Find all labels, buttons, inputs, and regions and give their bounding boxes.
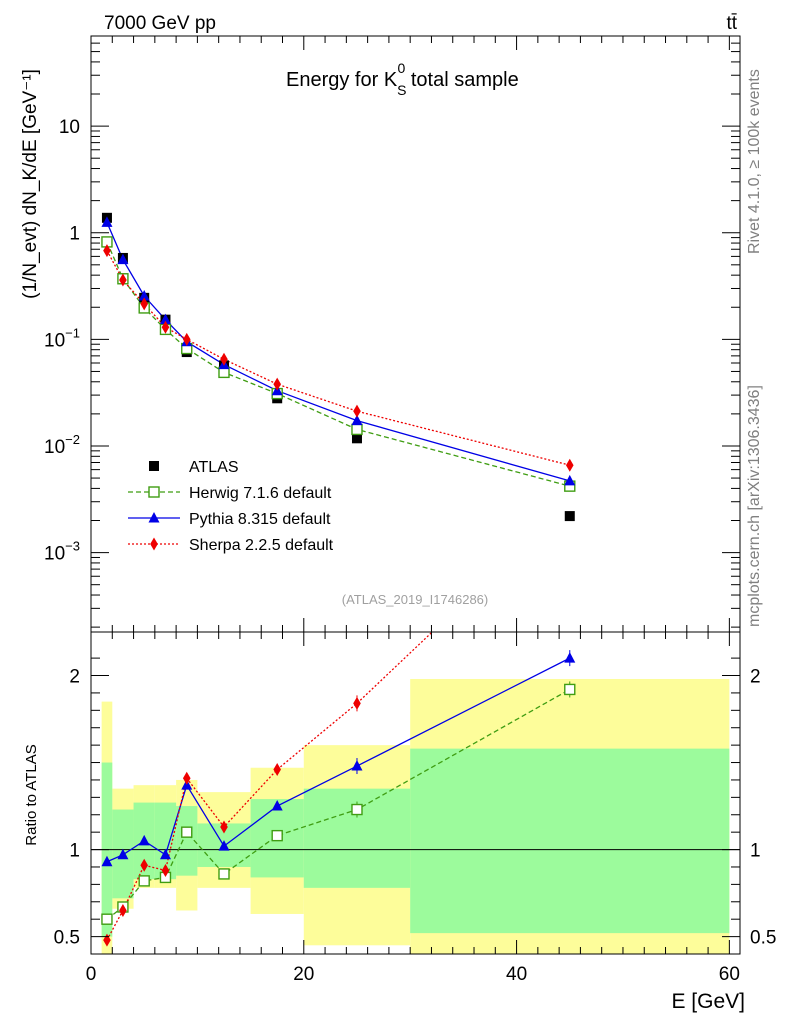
y-axis-title: (1/N_evt) dN_K/dE [GeV⁻¹] — [20, 69, 41, 299]
marker-sherpa — [103, 244, 111, 258]
marker-herwig — [351, 423, 363, 436]
x-tick-label: 0 — [86, 964, 97, 985]
marker-pythia — [101, 855, 113, 867]
plot-title-main: Energy for K — [286, 69, 398, 91]
marker-pythia — [271, 800, 283, 811]
marker-atlas — [564, 511, 575, 522]
marker-pythia — [138, 834, 150, 846]
marker-herwig — [181, 826, 193, 838]
marker-sherpa — [220, 820, 228, 834]
plot-title-sup: 0 — [398, 60, 406, 76]
ratio-tick-label-right: 2 — [750, 667, 761, 688]
marker-sherpa — [182, 332, 191, 346]
marker-sherpa — [565, 458, 574, 472]
marker-sherpa — [161, 320, 170, 334]
y-tick-label: 10 — [59, 117, 80, 138]
line-pythia — [106, 222, 570, 482]
marker-sherpa — [220, 352, 228, 366]
data-points — [101, 212, 576, 947]
process-label: tt̄ — [726, 13, 737, 34]
marker-sherpa — [273, 763, 281, 777]
mcplots-label: mcplots.cern.ch [arXiv:1306.3436] — [746, 385, 763, 627]
legend: ATLAS Herwig 7.1.6 default Pythia 8.315 de… — [128, 459, 334, 554]
marker-sherpa — [140, 858, 148, 872]
marker-herwig — [564, 683, 576, 696]
marker-sherpa — [566, 495, 574, 508]
ratio-tick-label-right: 0.5 — [750, 928, 776, 949]
marker-sherpa — [353, 696, 361, 710]
uncertainty-bands — [91, 678, 740, 954]
marker-atlas — [351, 433, 362, 444]
y-tick-label: 10−3 — [44, 539, 80, 565]
legend-label-data: ATLAS — [189, 459, 239, 476]
marker-atlas — [149, 461, 159, 471]
marker-pythia — [564, 474, 576, 486]
marker-sherpa — [182, 771, 191, 785]
marker-sherpa — [273, 377, 281, 391]
marker-pythia — [117, 848, 129, 860]
ratio-tick-label-left: 1 — [69, 841, 80, 862]
ratio-axis-title: Ratio to ATLAS — [23, 744, 40, 845]
x-tick-label: 20 — [293, 964, 314, 985]
legend-label-herwig: Herwig 7.1.6 default — [189, 485, 332, 502]
marker-herwig — [218, 868, 230, 880]
marker-herwig — [351, 803, 363, 816]
marker-sherpa — [150, 537, 158, 551]
marker-pythia — [138, 290, 150, 301]
marker-pythia — [351, 414, 363, 426]
marker-sherpa — [119, 903, 127, 917]
band-inner-bin — [176, 806, 198, 876]
line-sherpa — [106, 250, 570, 466]
ratio-tick-label-right: 1 — [750, 841, 761, 862]
plot-title-sub: S — [397, 82, 406, 98]
ratio-plot-frame — [90, 631, 741, 955]
marker-sherpa — [161, 863, 170, 877]
y-tick-label: 10−1 — [44, 325, 80, 351]
marker-pythia — [159, 848, 171, 860]
marker-pythia — [148, 512, 160, 523]
marker-herwig — [271, 829, 283, 842]
analysis-id: (ATLAS_2019_I1746286) — [342, 592, 488, 607]
marker-pythia — [159, 313, 171, 325]
marker-pythia — [101, 216, 113, 227]
marker-herwig — [101, 913, 113, 925]
legend-label-sherpa: Sherpa 2.2.5 default — [189, 537, 334, 554]
ratio-tick-label-left: 2 — [69, 667, 80, 688]
marker-herwig — [148, 486, 160, 498]
marker-pythia — [564, 652, 576, 663]
x-tick-label: 40 — [506, 964, 527, 985]
plot-title-rest: total sample — [405, 69, 518, 91]
band-inner-bin — [154, 802, 177, 880]
band-inner-bin — [410, 748, 730, 934]
y-tick-label: 10−2 — [44, 432, 80, 458]
line-herwig — [106, 241, 570, 487]
marker-pythia — [117, 253, 129, 265]
y-tick-label: 1 — [69, 224, 80, 245]
x-tick-label: 60 — [719, 964, 740, 985]
x-axis-title: E [GeV] — [671, 990, 745, 1013]
marker-sherpa — [140, 297, 148, 311]
marker-herwig — [138, 875, 150, 887]
axis-ticks: 0 20 40 60 10 1 10−1 10−2 10−3 2 2 1 1 0.5 0.5 — [44, 35, 776, 985]
rivet-label: Rivet 4.1.0, ≥ 100k events — [746, 69, 763, 254]
energy-label: 7000 GeV pp — [104, 13, 216, 34]
marker-sherpa — [119, 273, 127, 287]
marker-pythia — [218, 840, 230, 851]
marker-pythia — [351, 760, 363, 771]
legend-label-pythia: Pythia 8.315 default — [189, 511, 331, 528]
marker-sherpa — [353, 404, 361, 418]
ratio-tick-label-left: 0.5 — [54, 928, 80, 949]
plot-title: Energy for KS 0 total sample — [286, 60, 519, 98]
